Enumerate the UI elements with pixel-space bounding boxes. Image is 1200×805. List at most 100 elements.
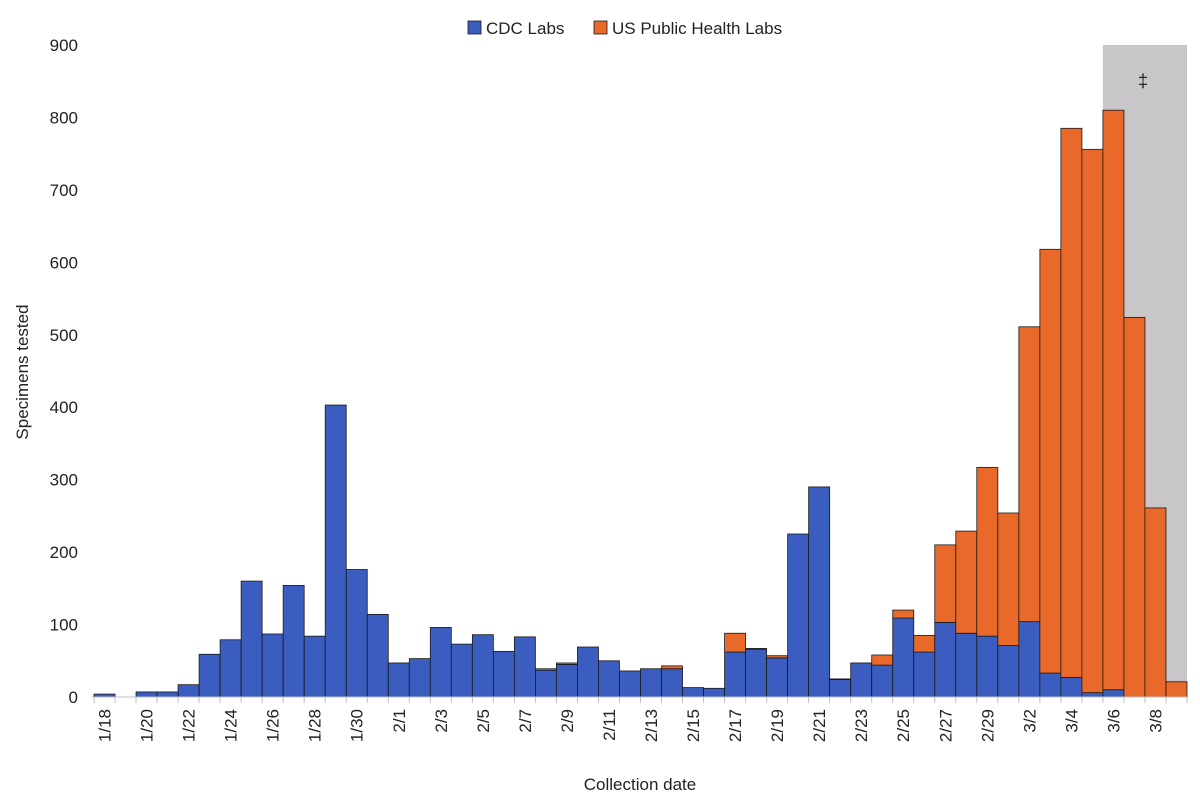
x-tick-label: 2/9 [558, 709, 577, 733]
bar-cdc-labs-2/6 [492, 650, 515, 698]
y-tick-label: 0 [69, 688, 78, 707]
bar-cdc-labs-2/14 [661, 668, 683, 698]
x-tick-label: 2/13 [642, 709, 661, 742]
x-tick-label: 2/11 [600, 709, 619, 741]
bar-cdc-labs-1/29 [324, 404, 347, 698]
bar-cdc-labs-1/30 [345, 569, 368, 698]
x-tick-label: 2/7 [516, 709, 535, 733]
bar-us-public-health-labs-3/7 [1123, 316, 1146, 698]
bar-cdc-labs-3/5 [1081, 692, 1104, 698]
x-tick-label: 1/20 [138, 709, 157, 742]
bar-cdc-labs-2/4 [450, 643, 473, 698]
y-tick-label: 400 [50, 398, 78, 417]
bar-cdc-labs-2/7 [513, 636, 536, 698]
x-tick-label: 3/6 [1104, 709, 1123, 733]
x-tick-label: 2/27 [936, 709, 955, 742]
bar-cdc-labs-1/26 [261, 633, 284, 698]
bar-us-public-health-labs-3/2 [1018, 326, 1041, 623]
bar-cdc-labs-2/3 [429, 627, 452, 698]
y-tick-label: 500 [50, 326, 78, 345]
bar-us-public-health-labs-3/5 [1081, 148, 1104, 694]
bar-us-public-health-labs-3/3 [1039, 248, 1062, 674]
bar-cdc-labs-1/22 [177, 684, 200, 698]
bars [93, 109, 1188, 698]
y-tick-label: 900 [50, 36, 78, 55]
x-tick-label: 2/3 [432, 709, 451, 733]
legend-swatch-usphl [593, 20, 608, 35]
bar-cdc-labs-2/27 [934, 621, 957, 698]
bar-us-public-health-labs-2/18 [745, 648, 768, 650]
bar-cdc-labs-1/28 [303, 635, 326, 698]
x-tick-label: 2/23 [852, 709, 871, 742]
bar-cdc-labs-2/23 [850, 662, 873, 698]
bar-cdc-labs-1/31 [366, 614, 389, 698]
bar-us-public-health-labs-3/6 [1102, 109, 1125, 691]
bar-cdc-labs-1/24 [219, 639, 242, 698]
bar-us-public-health-labs-2/29 [976, 466, 999, 637]
bar-cdc-labs-2/16 [703, 687, 725, 698]
bar-cdc-labs-1/27 [282, 585, 305, 698]
x-tick-label: 1/26 [264, 709, 283, 742]
legend-swatch-cdc [467, 20, 482, 35]
bar-us-public-health-labs-2/9 [556, 662, 578, 665]
legend-label-usphl: US Public Health Labs [612, 19, 782, 38]
x-tick-label: 2/17 [726, 709, 745, 742]
x-axis-title: Collection date [584, 775, 696, 794]
bar-cdc-labs-2/15 [682, 687, 704, 698]
bar-cdc-labs-2/21 [808, 486, 831, 698]
bar-us-public-health-labs-2/8 [535, 668, 557, 671]
bar-cdc-labs-2/17 [724, 651, 747, 698]
bar-cdc-labs-3/1 [997, 645, 1020, 698]
bar-cdc-labs-2/24 [871, 664, 894, 698]
x-tick-label: 1/18 [96, 709, 115, 742]
bar-cdc-labs-2/20 [787, 533, 810, 698]
bar-cdc-labs-3/4 [1060, 677, 1083, 698]
bar-us-public-health-labs-3/9 [1165, 681, 1188, 698]
bar-us-public-health-labs-2/19 [766, 655, 789, 659]
bar-cdc-labs-1/23 [198, 653, 221, 698]
bar-cdc-labs-3/2 [1018, 621, 1041, 698]
shaded-region-label: ‡ [1138, 71, 1148, 91]
x-tick-label: 2/15 [684, 709, 703, 742]
bar-cdc-labs-2/13 [640, 668, 662, 698]
bar-us-public-health-labs-2/17 [724, 632, 747, 653]
bar-cdc-labs-2/25 [892, 617, 915, 698]
bar-cdc-labs-2/9 [556, 664, 578, 698]
y-tick-label: 100 [50, 616, 78, 635]
bar-cdc-labs-2/22 [829, 679, 852, 698]
y-tick-label: 200 [50, 543, 78, 562]
x-tick-label: 2/25 [894, 709, 913, 742]
y-axis-title: Specimens tested [13, 304, 32, 439]
bar-us-public-health-labs-3/4 [1060, 127, 1083, 678]
bar-cdc-labs-2/10 [577, 646, 599, 698]
legend: CDC Labs US Public Health Labs [467, 19, 782, 38]
bar-cdc-labs-1/21 [156, 691, 179, 698]
bar-cdc-labs-2/19 [766, 657, 789, 698]
bar-us-public-health-labs-2/25 [892, 609, 915, 619]
bar-us-public-health-labs-2/26 [913, 635, 936, 653]
bar-cdc-labs-2/11 [598, 660, 620, 698]
x-tick-label: 2/1 [390, 709, 409, 733]
y-tick-label: 600 [50, 253, 78, 272]
bar-cdc-labs-2/8 [535, 669, 557, 698]
bar-cdc-labs-2/26 [913, 651, 936, 698]
bar-us-public-health-labs-2/27 [934, 544, 957, 623]
bar-cdc-labs-1/25 [240, 580, 263, 698]
bar-cdc-labs-2/29 [976, 635, 999, 698]
bar-cdc-labs-2/28 [955, 632, 978, 698]
x-tick-label: 1/28 [306, 709, 325, 742]
x-axis-ticks: 1/18 1/20 1/22 1/24 1/26 1/28 1/30 2/1 2/3 2/5 2/7… [93, 697, 1188, 742]
x-tick-label: 3/8 [1146, 709, 1165, 733]
x-tick-label: 1/22 [180, 709, 199, 742]
x-tick-label: 2/21 [810, 709, 829, 742]
bar-cdc-labs-2/5 [471, 634, 494, 698]
bar-cdc-labs-1/20 [135, 691, 158, 698]
bar-cdc-labs-2/12 [619, 670, 641, 698]
bar-cdc-labs-2/1 [387, 662, 410, 698]
bar-cdc-labs-3/3 [1039, 672, 1062, 698]
bar-cdc-labs-2/2 [408, 658, 431, 698]
bar-us-public-health-labs-3/1 [997, 512, 1020, 646]
bar-us-public-health-labs-3/8 [1144, 507, 1167, 698]
bar-us-public-health-labs-2/22 [829, 678, 852, 681]
